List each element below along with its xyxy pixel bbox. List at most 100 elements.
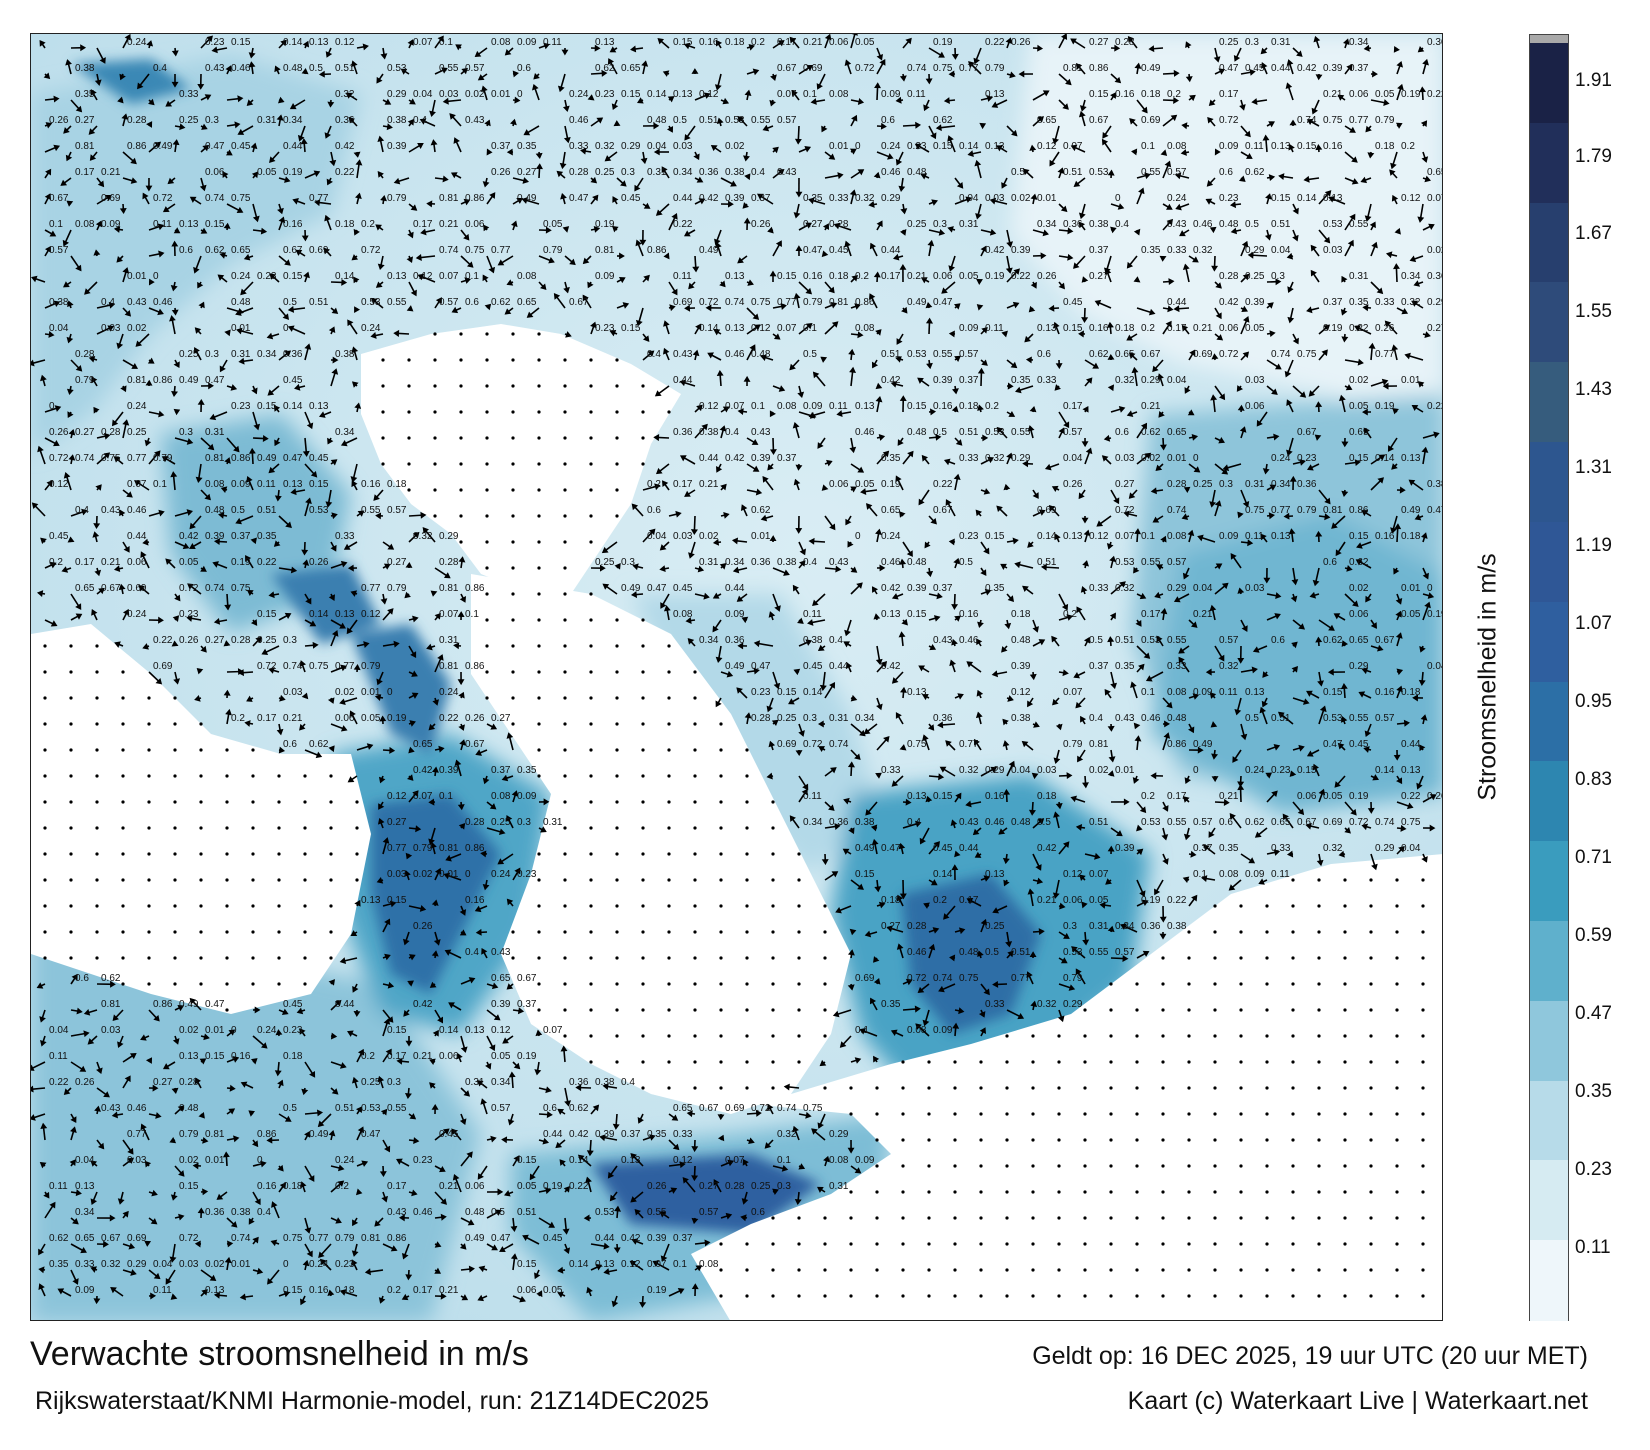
speed-label: 0.19 — [1401, 89, 1421, 100]
current-arrow-head — [400, 68, 408, 75]
land-dot — [1031, 1190, 1035, 1194]
current-arrow-head — [323, 247, 330, 255]
current-arrow-head — [1110, 92, 1117, 99]
speed-label: 0.74 — [1271, 349, 1291, 360]
land-dot — [719, 1060, 723, 1064]
land-dot — [1317, 1086, 1321, 1090]
land-dot — [563, 410, 567, 414]
speed-label: 0.51 — [335, 63, 355, 74]
current-arrow-head — [1296, 50, 1303, 57]
speed-label: 0.22 — [335, 167, 355, 178]
speed-label: 0.21 — [1323, 89, 1343, 100]
land-dot — [615, 436, 619, 440]
speed-label: 0.13 — [595, 37, 615, 48]
current-arrow-head — [31, 1085, 34, 1093]
land-dot — [95, 826, 99, 830]
current-arrow-head — [278, 216, 286, 224]
current-arrow-head — [752, 313, 760, 321]
speed-label: 0.5 — [1245, 219, 1259, 230]
current-arrow-head — [890, 380, 898, 388]
current-arrow-head — [429, 110, 436, 118]
current-arrow-head — [974, 159, 982, 167]
land-dot — [719, 904, 723, 908]
current-arrow-head — [162, 206, 170, 213]
speed-label: 0.05 — [543, 219, 563, 230]
current-arrow-head — [714, 238, 721, 246]
land-dot — [901, 1086, 905, 1090]
land-dot — [745, 1008, 749, 1012]
current-arrow-head — [895, 96, 902, 104]
land-dot — [797, 956, 801, 960]
land-dot — [823, 982, 827, 986]
current-arrow-head — [393, 329, 400, 337]
current-arrow-head — [1396, 61, 1404, 68]
land-dot — [797, 1008, 801, 1012]
current-arrow-head — [1078, 212, 1086, 220]
speed-label: 0.65 — [1115, 349, 1135, 360]
land-dot — [953, 1060, 957, 1064]
speed-label: 0.16 — [1089, 323, 1109, 334]
land-dot — [693, 956, 697, 960]
land-dot — [745, 930, 749, 934]
speed-label: 0.36 — [283, 349, 303, 360]
land-dot — [485, 540, 489, 544]
land-dot — [693, 852, 697, 856]
land-dot — [511, 644, 515, 648]
land-dot — [69, 852, 73, 856]
speed-label: 0.51 — [881, 349, 901, 360]
land-dot — [589, 930, 593, 934]
current-arrow-head — [119, 73, 126, 81]
current-arrow-head — [169, 315, 176, 322]
land-dot — [251, 930, 255, 934]
land-dot — [693, 1034, 697, 1038]
land-dot — [1239, 1268, 1243, 1272]
land-dot — [771, 1268, 775, 1272]
land-dot — [563, 722, 567, 726]
land-dot — [589, 618, 593, 622]
land-dot — [173, 930, 177, 934]
current-arrow-head — [824, 34, 832, 41]
land-dot — [1161, 1216, 1165, 1220]
land-dot — [563, 462, 567, 466]
land-dot — [381, 410, 385, 414]
current-arrow-head — [996, 145, 1003, 152]
land-dot — [1265, 1060, 1269, 1064]
land-dot — [771, 1008, 775, 1012]
land-dot — [69, 878, 73, 882]
current-arrow-head — [122, 267, 130, 274]
current-arrow-head — [521, 197, 529, 204]
current-arrow-head — [197, 83, 205, 90]
land-dot — [1343, 956, 1347, 960]
current-arrow-head — [857, 98, 865, 105]
land-dot — [147, 774, 151, 778]
current-arrow-head — [1065, 78, 1072, 86]
current-arrow-head — [355, 159, 363, 166]
land-dot — [901, 1190, 905, 1194]
land-west — [31, 624, 371, 1014]
current-arrow-head — [171, 390, 178, 398]
land-dot — [1291, 930, 1295, 934]
speed-label: 0.28 — [127, 115, 147, 126]
land-dot — [225, 774, 229, 778]
current-arrow-head — [354, 306, 361, 313]
current-arrow-head — [925, 301, 933, 309]
land-dot — [1369, 1242, 1373, 1246]
current-arrow-head — [329, 159, 337, 167]
speed-label: 0.15 — [621, 323, 641, 334]
land-dot — [875, 1086, 879, 1090]
land-dot — [43, 878, 47, 882]
land-dot — [121, 930, 125, 934]
current-arrow-head — [775, 240, 782, 247]
speed-label: 0.53 — [1323, 219, 1343, 230]
current-arrow-head — [951, 388, 959, 395]
current-arrow-head — [1042, 229, 1049, 237]
land-dot — [121, 748, 125, 752]
current-arrow-head — [876, 220, 883, 228]
current-arrow-head — [560, 192, 567, 200]
speed-label: 0.57 — [465, 63, 485, 74]
land-dot — [667, 774, 671, 778]
speed-label: 0.46 — [1193, 219, 1213, 230]
speed-label: 0.18 — [1141, 89, 1161, 100]
current-arrow-head — [756, 193, 764, 200]
land-center — [471, 574, 851, 1114]
